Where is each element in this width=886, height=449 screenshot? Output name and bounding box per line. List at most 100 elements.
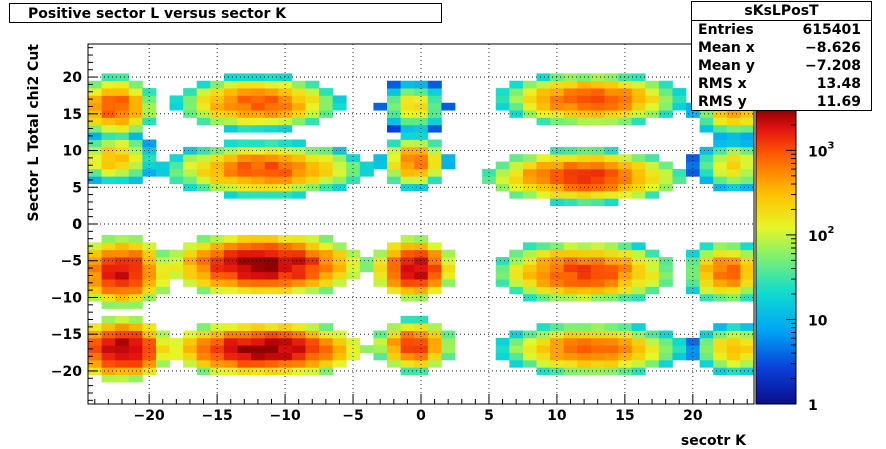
grid-lines [88, 44, 754, 404]
heatmap-cell [658, 80, 673, 89]
heatmap-cell [699, 117, 714, 126]
heatmap-cell [563, 242, 578, 251]
heatmap-cell [672, 168, 687, 177]
heatmap-cell [522, 264, 537, 273]
heatmap-cell [128, 279, 143, 287]
heatmap-cell [726, 132, 741, 140]
heatmap-cell [604, 337, 619, 346]
heatmap-cell [645, 352, 660, 361]
heatmap-cell [319, 367, 334, 376]
heatmap-cell [726, 264, 741, 273]
heatmap-cell [115, 146, 130, 155]
heatmap-cell [400, 95, 415, 104]
heatmap-cell [427, 352, 442, 361]
heatmap-cell [604, 146, 619, 155]
heatmap-cell [115, 345, 130, 353]
heatmap-cell [400, 315, 415, 324]
heatmap-cell [291, 279, 306, 287]
heatmap-cell [223, 367, 238, 376]
heatmap-cell [631, 102, 646, 111]
heatmap-cell [115, 154, 130, 162]
heatmap-cell [550, 183, 565, 192]
heatmap-cell [251, 80, 266, 89]
heatmap-cell [291, 110, 306, 118]
heatmap-cell [291, 249, 306, 258]
heatmap-cell [740, 117, 755, 126]
heatmap-cell [332, 330, 347, 339]
heatmap-cell [577, 80, 592, 89]
heatmap-cell [631, 279, 646, 287]
heatmap-cell [237, 345, 252, 353]
heatmap-cell [128, 80, 143, 89]
heatmap-cell [332, 154, 347, 162]
heatmap-cell [183, 176, 198, 184]
heatmap-cell [740, 367, 755, 376]
heatmap-cell [618, 367, 633, 376]
heatmap-cell [672, 88, 687, 96]
heatmap-cell [563, 264, 578, 273]
heatmap-cell [142, 146, 157, 155]
heatmap-cell [604, 323, 619, 331]
heatmap-cell [183, 330, 198, 339]
heatmap-cell [251, 110, 266, 118]
heatmap-cell [427, 279, 442, 287]
heatmap-cell [645, 154, 660, 162]
heatmap-cell [509, 168, 524, 177]
heatmap-cell [618, 279, 633, 287]
heatmap-cell [563, 88, 578, 96]
heatmap-cell [332, 161, 347, 170]
heatmap-cell [740, 168, 755, 177]
heatmap-cell [740, 359, 755, 368]
heatmap-cell [618, 249, 633, 258]
heatmap-cell [237, 80, 252, 89]
heatmap-cell [400, 110, 415, 118]
heatmap-cell [509, 154, 524, 162]
heatmap-cell [101, 88, 116, 96]
heatmap-cell [509, 337, 524, 346]
heatmap-cell [128, 242, 143, 251]
heatmap-cell [346, 161, 361, 170]
heatmap-cell [319, 337, 334, 346]
heatmap-cell [726, 337, 741, 346]
heatmap-cell [740, 146, 755, 155]
heatmap-cell [495, 337, 510, 346]
heatmap-cell [101, 80, 116, 89]
heatmap-cell [305, 271, 320, 280]
heatmap-cell [88, 161, 102, 170]
heatmap-cell [536, 110, 551, 118]
heatmap-cell [590, 154, 605, 162]
heatmap-cell [618, 95, 633, 104]
heatmap-cell [536, 271, 551, 280]
heatmap-cell [115, 330, 130, 339]
heatmap-cell [414, 110, 429, 118]
heatmap-cell [88, 359, 102, 368]
heatmap-cell [291, 352, 306, 361]
heatmap-cell [264, 330, 279, 339]
heatmap-cell [400, 124, 415, 133]
heatmap-cell [604, 293, 619, 302]
heatmap-cell [183, 154, 198, 162]
heatmap-cell [522, 345, 537, 353]
y-tick-label: 20 [63, 70, 83, 86]
heatmap-cell [278, 235, 293, 243]
heatmap-cell [128, 286, 143, 295]
heatmap-cell [196, 168, 211, 177]
stats-label: RMS y [698, 94, 747, 110]
heatmap-cell [264, 345, 279, 353]
heatmap-cell [563, 367, 578, 376]
heatmap-cell [223, 330, 238, 339]
heatmap-cell [223, 168, 238, 177]
heatmap-cell [414, 367, 429, 376]
heatmap-cell [169, 337, 184, 346]
heatmap-cell [251, 264, 266, 273]
heatmap-cell [536, 257, 551, 265]
heatmap-cell [128, 374, 143, 383]
heatmap-cell [264, 257, 279, 265]
heatmap-cell [128, 323, 143, 331]
heatmap-cell [726, 352, 741, 361]
heatmap-cell [645, 95, 660, 104]
heatmap-cell [414, 249, 429, 258]
heatmap-cell [658, 279, 673, 287]
heatmap-cell [631, 337, 646, 346]
heatmap-cell [672, 95, 687, 104]
